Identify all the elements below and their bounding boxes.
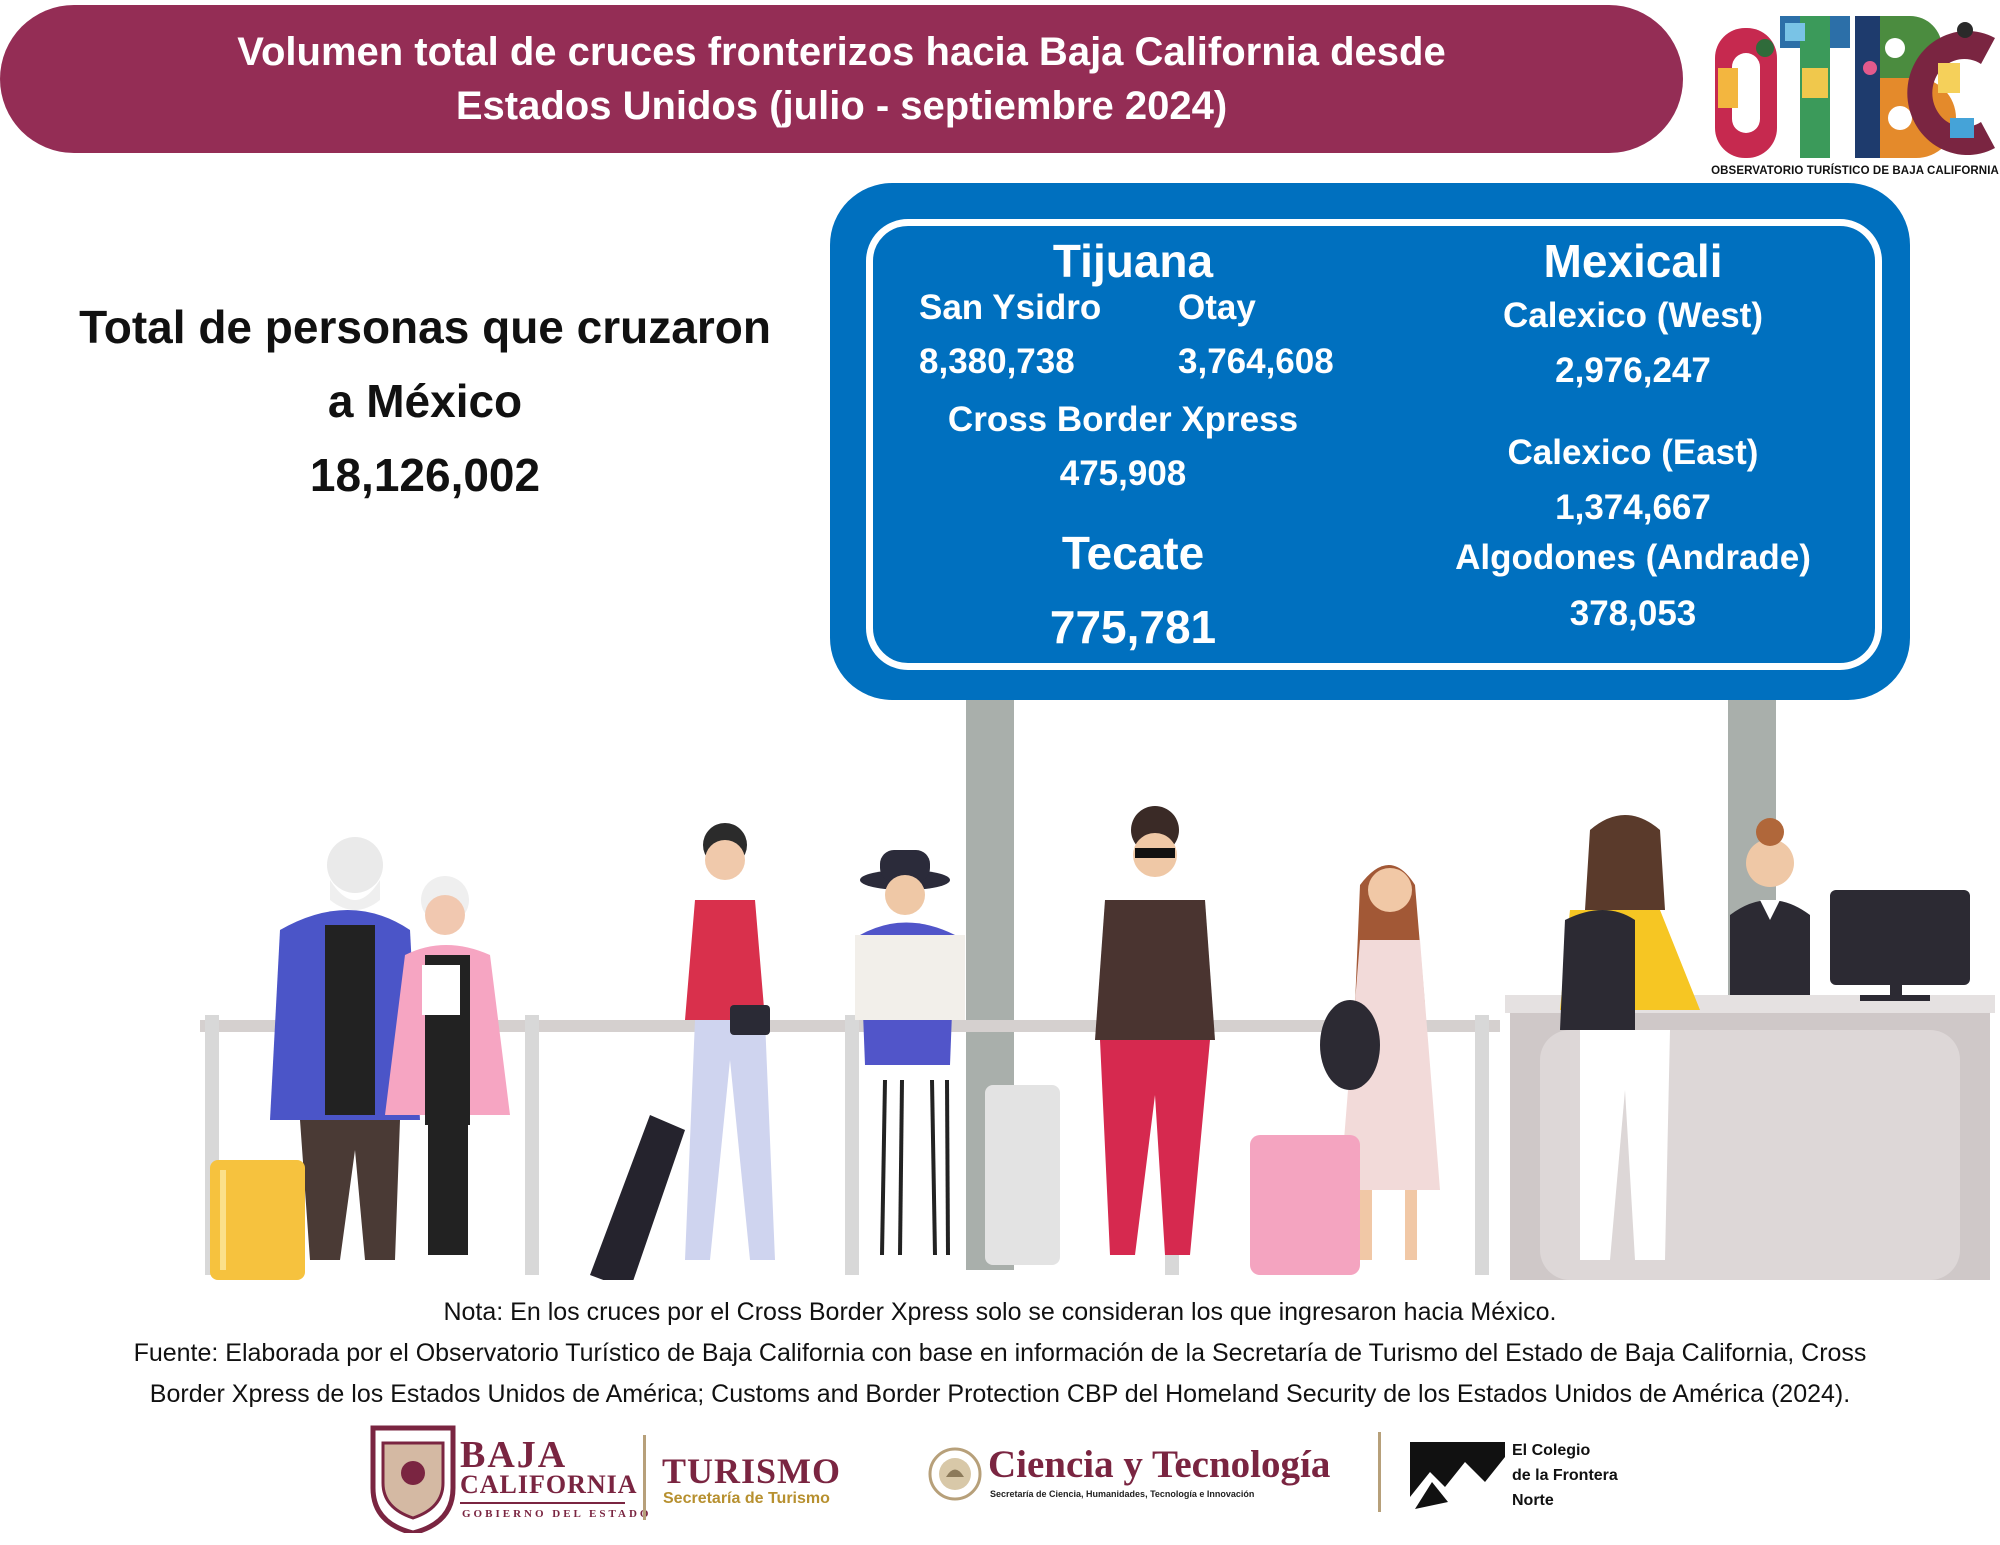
header-banner: Volumen total de cruces fronterizos haci… [0, 5, 1683, 153]
otbc-caption: OBSERVATORIO TURÍSTICO DE BAJA CALIFORNI… [1711, 165, 1999, 177]
traveler-man-phone-icon [985, 806, 1215, 1265]
notes-block: Nota: En los cruces por el Cross Border … [0, 1292, 2000, 1415]
colef-line1: El Colegio [1512, 1442, 1591, 1459]
city-tecate: Tecate [1061, 527, 1205, 579]
note-text: Nota: En los cruces por el Cross Border … [443, 1298, 1557, 1326]
port-otay: Otay [1178, 288, 1256, 327]
otbc-letters-icon [1715, 16, 1995, 158]
city-mexicali: Mexicali [1543, 235, 1723, 287]
baja-california-shield-icon [368, 1423, 458, 1536]
counter-desk-icon [1505, 818, 1995, 1280]
value-san-ysidro: 8,380,738 [919, 342, 1075, 381]
source-text-line1: Fuente: Elaborada por el Observatorio Tu… [133, 1339, 1867, 1367]
page-title: Volumen total de cruces fronterizos haci… [237, 30, 1446, 128]
port-calexico-west: Calexico (West) [1503, 296, 1763, 335]
source-text-line2: Border Xpress de los Estados Unidos de A… [149, 1380, 1851, 1408]
colef-line2: de la Frontera [1512, 1467, 1618, 1484]
turismo-logo-title: TURISMO [662, 1451, 842, 1491]
traveler-woman-red-icon [590, 823, 775, 1280]
traveler-woman-backpack-icon [1560, 815, 1700, 1260]
border-sign: Tijuana San Ysidro 8,380,738 Otay 3,764,… [830, 183, 1910, 700]
traveler-man-map-icon [855, 850, 965, 1260]
value-calexico-east: 1,374,667 [1555, 488, 1711, 527]
value-otay: 3,764,608 [1178, 342, 1334, 381]
port-cross-border-xpress: Cross Border Xpress [947, 400, 1299, 439]
baja-logo-line1: BAJA [460, 1434, 568, 1476]
traveler-woman-bag-icon [1250, 865, 1440, 1275]
baja-logo-line2: CALIFORNIA [460, 1470, 638, 1499]
total-value: 18,126,002 [309, 449, 541, 501]
ciencia-logo-subtitle: Secretaría de Ciencia, Humanidades, Tecn… [990, 1489, 1255, 1499]
colef-mountain-icon [1410, 1442, 1505, 1509]
travelers-illustration [200, 806, 1995, 1280]
total-label: Total de personas que cruzaron a México [79, 301, 771, 427]
city-tijuana: Tijuana [1052, 235, 1214, 287]
logo-divider [643, 1435, 646, 1520]
otbc-logo: OBSERVATORIO TURÍSTICO DE BAJA CALIFORNI… [1710, 8, 2000, 188]
traveler-elderly-woman-icon [385, 876, 510, 1255]
baja-logo-line3: GOBIERNO DEL ESTADO [462, 1508, 652, 1520]
traveler-elderly-man-icon [210, 837, 420, 1280]
border-sign-inner: Tijuana San Ysidro 8,380,738 Otay 3,764,… [866, 219, 1882, 670]
colef-line3: Norte [1512, 1492, 1554, 1509]
total-block: Total de personas que cruzaron a México … [50, 290, 800, 512]
port-san-ysidro: San Ysidro [919, 288, 1102, 327]
ciencia-logo-title: Ciencia y Tecnología [988, 1443, 1331, 1486]
value-cross-border-xpress: 475,908 [1059, 454, 1187, 493]
turismo-logo-subtitle: Secretaría de Turismo [663, 1490, 830, 1507]
port-algodones: Algodones (Andrade) [1455, 538, 1811, 577]
baja-logo-rule [460, 1502, 625, 1504]
port-calexico-east: Calexico (East) [1507, 433, 1759, 472]
mexico-seal-icon [928, 1447, 983, 1502]
value-tecate: 775,781 [1049, 601, 1217, 653]
value-calexico-west: 2,976,247 [1555, 351, 1711, 390]
value-algodones: 378,053 [1569, 594, 1697, 633]
logo-divider-2 [1378, 1432, 1381, 1512]
